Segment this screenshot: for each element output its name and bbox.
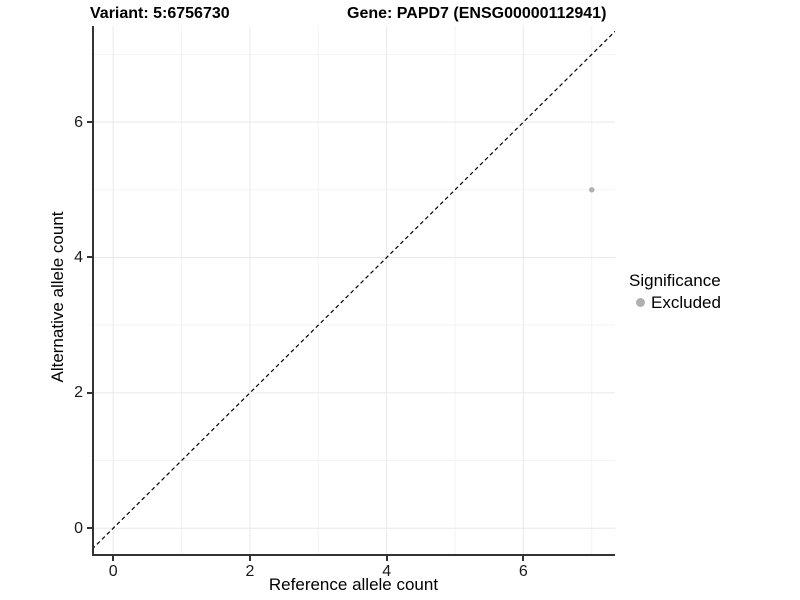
y-axis-title-text: Alternative allele count (48, 211, 67, 383)
x-tick-label: 0 (108, 563, 118, 580)
excluded-point-icon (636, 298, 645, 307)
variant-title: Variant: 5:6756730 (90, 5, 230, 22)
gene-title: Gene: PAPD7 (ENSG00000112941) (347, 5, 607, 22)
y-tick-label: 0 (74, 519, 83, 537)
legend-title: Significance (629, 271, 721, 290)
x-tick-label: 2 (245, 563, 255, 580)
plot-panel (92, 26, 615, 556)
legend: Significance Excluded (629, 270, 721, 313)
x-axis-tick (112, 556, 115, 561)
legend-item-excluded: Excluded (629, 292, 721, 313)
x-tick-label: 6 (518, 563, 528, 580)
y-axis-tick (87, 527, 92, 530)
y-tick-label: 4 (74, 248, 83, 266)
x-axis-tick (385, 556, 388, 561)
x-axis-tick (522, 556, 525, 561)
x-axis-title: Reference allele count (268, 575, 439, 594)
y-tick-label: 2 (74, 384, 83, 402)
x-tick-label: 4 (382, 563, 392, 580)
x-axis-tick (248, 556, 251, 561)
plot-canvas (92, 26, 615, 556)
y-axis-tick (87, 391, 92, 394)
y-tick-label: 6 (74, 113, 83, 131)
y-axis-tick (87, 256, 92, 259)
legend-item-label: Excluded (651, 293, 721, 312)
y-axis-tick (87, 121, 92, 124)
